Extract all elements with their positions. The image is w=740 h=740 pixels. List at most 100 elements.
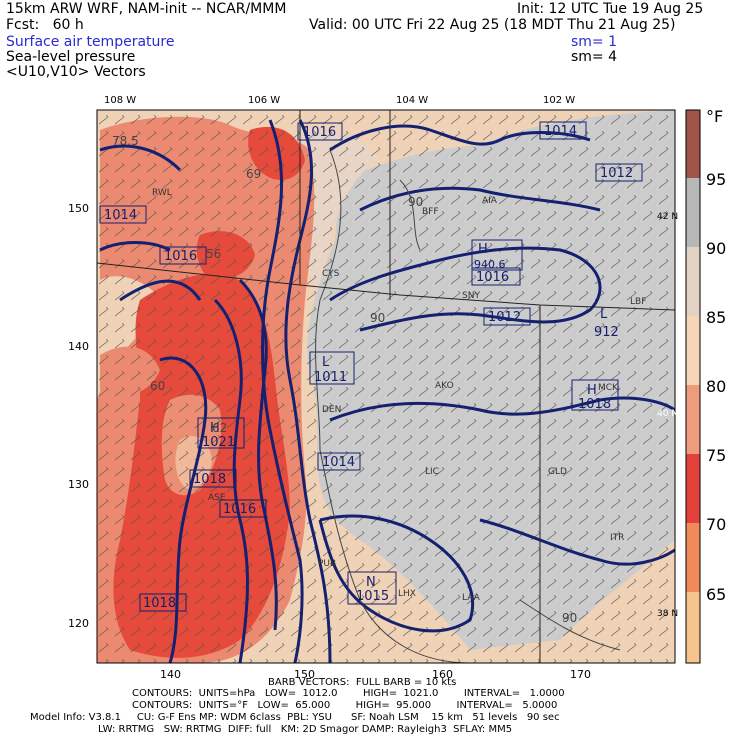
map-frame bbox=[96, 109, 676, 664]
lon-label: 102 W bbox=[543, 95, 576, 106]
smoothing-1: sm= 1 bbox=[571, 34, 618, 50]
grid-y-label: 130 bbox=[68, 478, 89, 491]
legend-label: 80 bbox=[706, 377, 726, 396]
barb-info: BARB VECTORS: FULL BARB = 10 kts bbox=[268, 677, 457, 688]
svg-text:N: N bbox=[366, 575, 376, 590]
pressure-labels: 1016 1014 1014 1012 1012 1014 1016 1018 … bbox=[99, 121, 643, 612]
lat-label: 40 N bbox=[657, 409, 678, 419]
svg-text:1012: 1012 bbox=[488, 310, 521, 325]
pressure-box: 1014 bbox=[317, 452, 361, 471]
lat-label: 38 N bbox=[657, 609, 678, 619]
svg-text:1011: 1011 bbox=[314, 370, 347, 385]
contour-info-temp: CONTOURS: UNITS=°F LOW= 65.000 HIGH= 95.… bbox=[132, 700, 558, 711]
station-label: AIA bbox=[482, 196, 498, 206]
svg-text:L: L bbox=[600, 307, 608, 322]
svg-text:H: H bbox=[210, 421, 220, 436]
svg-text:1018: 1018 bbox=[193, 472, 226, 487]
legend-label: 95 bbox=[706, 170, 726, 189]
svg-text:1015: 1015 bbox=[356, 589, 389, 604]
svg-text:69: 69 bbox=[246, 167, 261, 181]
legend-labels: °F 95 90 85 80 75 70 65 bbox=[706, 107, 726, 604]
lat-labels: 42 N 40 N 38 N bbox=[657, 212, 678, 619]
station-label: ITR bbox=[610, 533, 624, 543]
svg-text:60: 60 bbox=[150, 379, 165, 393]
station-label: PUB bbox=[318, 559, 336, 569]
field-vectors: <U10,V10> Vectors bbox=[6, 64, 146, 80]
pressure-box: 1014 bbox=[99, 205, 147, 224]
svg-text:78.5: 78.5 bbox=[112, 134, 139, 148]
lon-label: 108 W bbox=[104, 95, 137, 106]
svg-text:912: 912 bbox=[594, 325, 619, 340]
svg-text:1014: 1014 bbox=[104, 208, 137, 223]
svg-text:1018: 1018 bbox=[578, 397, 611, 412]
field-pressure: Sea-level pressure bbox=[6, 49, 136, 65]
legend-label: 70 bbox=[706, 515, 726, 534]
station-label: LBF bbox=[630, 297, 646, 307]
grid-labels: 140 150 160 170 150 140 130 120 bbox=[68, 202, 591, 681]
legend-swatch-95 bbox=[686, 110, 700, 178]
pressure-box: 1016 bbox=[471, 267, 521, 286]
station-label: DEN bbox=[322, 405, 341, 415]
legend-swatch-80-85 bbox=[686, 316, 700, 385]
svg-text:1012: 1012 bbox=[600, 166, 633, 181]
stations: RWL CYS SNY AKO DEN LIC GLD PUB LHX LAA … bbox=[152, 188, 646, 603]
wind-vectors bbox=[97, 110, 675, 663]
legend-label: 75 bbox=[706, 446, 726, 465]
temperature-labels: 78.5 69 90 90 90 56 60 62 bbox=[112, 134, 577, 625]
svg-text:1014: 1014 bbox=[544, 124, 577, 139]
legend-swatch-65 bbox=[686, 592, 700, 663]
model-info: Model Info: V3.8.1 CU: G-F Ens MP: WDM 6… bbox=[30, 712, 560, 723]
svg-text:1014: 1014 bbox=[322, 455, 355, 470]
station-label: LIC bbox=[425, 467, 439, 477]
field-temperature: Surface air temperature bbox=[6, 34, 175, 50]
legend-swatch-75-80 bbox=[686, 385, 700, 454]
low-center: L 912 bbox=[594, 307, 619, 340]
svg-text:1021: 1021 bbox=[202, 435, 235, 450]
svg-text:90: 90 bbox=[370, 311, 385, 325]
lon-label: 106 W bbox=[248, 95, 281, 106]
forecast-hour: Fcst: 60 h bbox=[6, 17, 84, 33]
pressure-box: 1016 bbox=[297, 122, 343, 141]
grid-x-label: 170 bbox=[570, 668, 591, 681]
pressure-box: 1012 bbox=[483, 307, 531, 326]
station-label: AKO bbox=[435, 381, 454, 391]
contour-info-hpa: CONTOURS: UNITS=hPa LOW= 1012.0 HIGH= 10… bbox=[132, 688, 565, 699]
lon-label: 104 W bbox=[396, 95, 429, 106]
legend-swatch-65-70 bbox=[686, 523, 700, 592]
smoothing-2: sm= 4 bbox=[571, 49, 618, 65]
pressure-box: 1012 bbox=[595, 163, 643, 182]
svg-text:1016: 1016 bbox=[223, 502, 256, 517]
legend-label: 90 bbox=[706, 239, 726, 258]
station-label: RWL bbox=[152, 188, 172, 198]
pressure-box: 1016 bbox=[219, 499, 267, 518]
pressure-box: 1016 bbox=[159, 246, 207, 265]
grid-y-label: 150 bbox=[68, 202, 89, 215]
svg-text:1016: 1016 bbox=[476, 270, 509, 285]
legend-swatch-70-75 bbox=[686, 454, 700, 523]
station-label: LHX bbox=[398, 589, 416, 599]
svg-text:L: L bbox=[322, 355, 330, 370]
grid-x-label: 150 bbox=[294, 668, 315, 681]
pressure-box: 1018 bbox=[139, 593, 187, 612]
temperature-contours bbox=[315, 149, 621, 663]
station-label: SNY bbox=[462, 291, 480, 301]
physics-info: LW: RRTMG SW: RRTMG DIFF: full KM: 2D Sm… bbox=[98, 724, 513, 735]
lat-label: 42 N bbox=[657, 212, 678, 222]
grid-y-label: 120 bbox=[68, 617, 89, 630]
pressure-box: 1018 bbox=[189, 469, 237, 488]
map-area bbox=[97, 110, 675, 663]
svg-text:90: 90 bbox=[562, 611, 577, 625]
init-time: Init: 12 UTC Tue 19 Aug 25 bbox=[517, 1, 704, 17]
station-label: GLD bbox=[548, 467, 567, 477]
svg-text:1016: 1016 bbox=[303, 125, 336, 140]
model-title: 15km ARW WRF, NAM-init -- NCAR/MMM bbox=[6, 1, 287, 17]
svg-text:H: H bbox=[587, 383, 597, 398]
station-label: ASE bbox=[208, 493, 226, 503]
svg-text:1018: 1018 bbox=[143, 596, 176, 611]
